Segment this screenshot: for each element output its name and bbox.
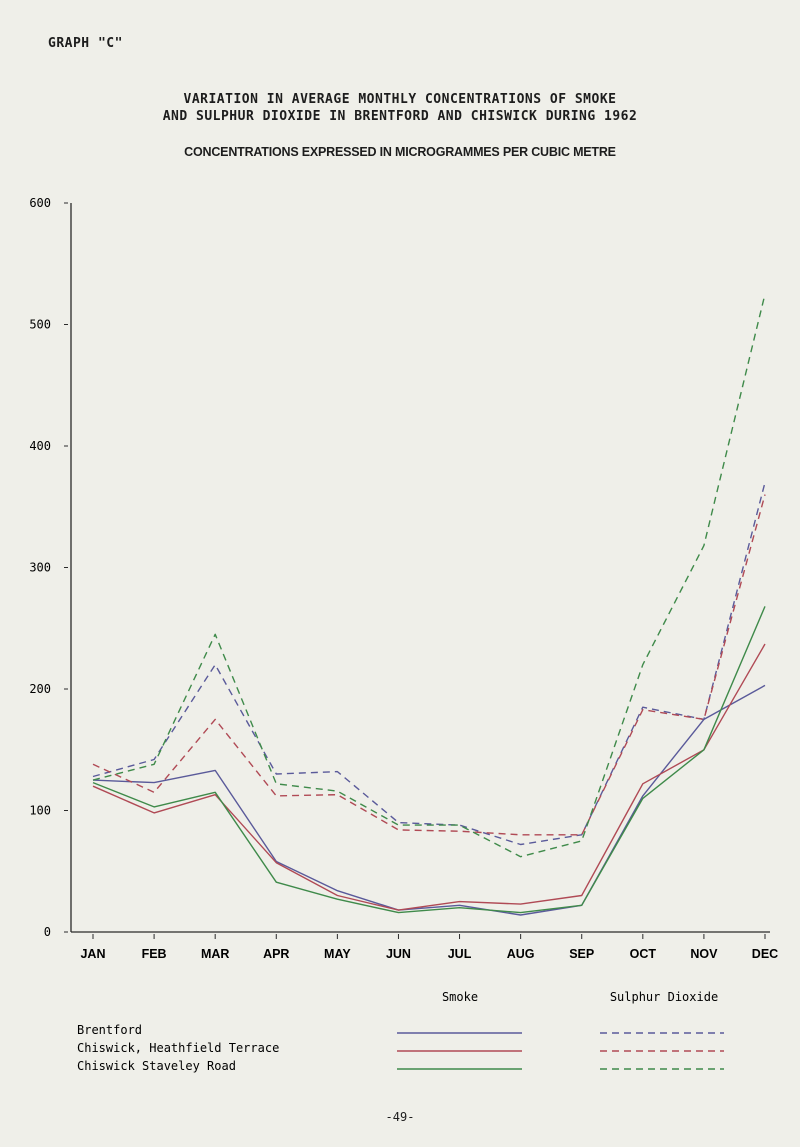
y-tick-label: 300 [29,561,51,575]
legend-label: Chiswick Staveley Road [77,1059,236,1073]
x-tick-label: JUN [386,947,411,961]
chart-title-line-2: AND SULPHUR DIOXIDE IN BRENTFORD AND CHI… [162,109,638,124]
x-tick-label: MAY [324,947,351,961]
chart-axes: 0 100 200 300 400 500 600 JAN FEB MAR APR MAY JUN JUL… [29,196,778,961]
y-tick-label: 600 [29,196,51,210]
series-line-so2-4 [92,494,766,836]
y-tick-label: 500 [29,318,51,332]
y-tick-label: 400 [29,439,51,453]
y-tick-label: 100 [29,804,51,818]
page-number: -49- [385,1110,415,1124]
series-line-smoke-1 [92,643,766,911]
x-tick-label: SEP [569,947,594,961]
chart-canvas: 0 100 200 300 400 500 600 JAN FEB MAR APR MAY JUN JUL… [29,196,778,1073]
legend-header-smoke: Smoke [442,990,478,1004]
y-tick-label: 200 [29,682,51,696]
legend-header-so2: Sulphur Dioxide [610,990,718,1004]
x-tick-label: FEB [142,947,167,961]
x-tick-label: JAN [80,947,105,961]
legend-label: Chiswick, Heathfield Terrace [77,1041,279,1055]
series-line-smoke-0 [92,684,766,916]
series-line-smoke-2 [92,606,766,914]
x-tick-label: OCT [630,947,657,961]
graph-label: GRAPH "C" [48,36,123,51]
chart-legend: Smoke Sulphur Dioxide Brentford Chiswick, H… [77,990,724,1073]
chart-title-line-1: VARIATION IN AVERAGE MONTHLY CONCENTRATI… [183,92,617,107]
x-tick-label: DEC [752,947,778,961]
chart-subtitle: CONCENTRATIONS EXPRESSED IN MICROGRAMMES… [184,145,616,159]
x-tick-label: MAR [201,947,229,961]
series-line-so2-5 [92,293,766,858]
x-tick-label: NOV [690,947,718,961]
legend-label: Brentford [77,1023,142,1037]
x-tick-label: AUG [507,947,535,961]
x-tick-label: APR [263,947,289,961]
series-line-so2-3 [92,482,766,846]
x-tick-label: JUL [448,947,472,961]
chart-series [92,293,766,916]
y-tick-label: 0 [44,925,51,939]
